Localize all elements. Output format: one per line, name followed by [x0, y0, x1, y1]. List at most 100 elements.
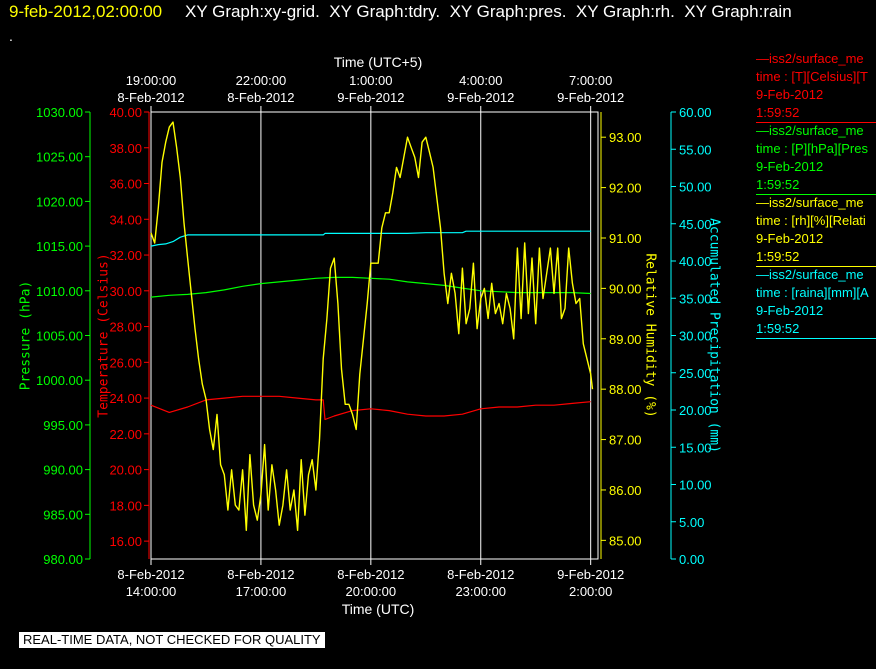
header-dot: . [9, 28, 13, 44]
legend-line: time : [T][Celsius][T [756, 69, 868, 84]
legend-line: —iss2/surface_me [756, 267, 864, 282]
x-top-tick-date: 9-Feb-2012 [337, 90, 404, 105]
temp-tick-label: 16.00 [109, 534, 142, 549]
temp-tick-label: 26.00 [109, 355, 142, 370]
pres-tick-label: 1000.00 [36, 373, 83, 388]
rh-tick-label: 93.00 [609, 130, 642, 145]
temp-tick-label: 30.00 [109, 284, 142, 299]
legend-line: time : [raina][mm][A [756, 285, 869, 300]
x-bottom-axis-label: Time (UTC) [342, 601, 415, 617]
legend-line: 1:59:52 [756, 177, 800, 192]
legend-line: 9-Feb-2012 [756, 303, 824, 318]
graph-title-xy-grid: XY Graph:xy-grid. [185, 2, 320, 21]
pres-tick-label: 995.00 [43, 418, 83, 433]
rh-tick-label: 91.00 [609, 231, 642, 246]
x-top-tick-time: 7:00:00 [569, 73, 612, 88]
graph-title-rain: XY Graph:rain [684, 2, 792, 21]
x-top-tick-date: 8-Feb-2012 [227, 90, 294, 105]
graph-title-pres: XY Graph:pres. [449, 2, 567, 21]
legend-line: time : [P][hPa][Pres [756, 141, 868, 156]
x-top-tick-date: 9-Feb-2012 [557, 90, 624, 105]
legend-divider [756, 122, 876, 123]
x-top-tick-date: 8-Feb-2012 [117, 90, 184, 105]
pres-tick-label: 1020.00 [36, 194, 83, 209]
temp-tick-label: 28.00 [109, 320, 142, 335]
temp-tick-label: 32.00 [109, 248, 142, 263]
x-top-tick-time: 1:00:00 [349, 73, 392, 88]
legend-line: —iss2/surface_me [756, 195, 864, 210]
legend-line: 9-Feb-2012 [756, 87, 824, 102]
temp-tick-label: 34.00 [109, 212, 142, 227]
x-bottom-tick-date: 8-Feb-2012 [447, 567, 514, 582]
x-top-tick-time: 4:00:00 [459, 73, 502, 88]
x-bottom-tick-date: 8-Feb-2012 [117, 567, 184, 582]
graph-title-rh: XY Graph:rh. [575, 2, 675, 21]
rain-tick-label: 45.00 [679, 217, 712, 232]
x-bottom-tick-date: 8-Feb-2012 [227, 567, 294, 582]
pres-tick-label: 980.00 [43, 552, 83, 567]
pres-tick-label: 1010.00 [36, 284, 83, 299]
x-bottom-tick-time: 23:00:00 [455, 584, 506, 599]
rain-tick-label: 25.00 [679, 366, 712, 381]
header-date: 9-feb-2012,02:00:00 [9, 2, 163, 21]
pres-tick-label: 1030.00 [36, 105, 83, 120]
rh-tick-label: 89.00 [609, 332, 642, 347]
quality-disclaimer: REAL-TIME DATA, NOT CHECKED FOR QUALITY [19, 632, 325, 648]
temp-tick-label: 36.00 [109, 177, 142, 192]
legend-line: 1:59:52 [756, 249, 800, 264]
rh-tick-label: 85.00 [609, 533, 642, 548]
rain-tick-label: 35.00 [679, 291, 712, 306]
header-graph-titles: XY Graph:xy-grid. XY Graph:tdry. XY Grap… [185, 2, 792, 22]
rh-tick-label: 87.00 [609, 433, 642, 448]
rain-tick-label: 30.00 [679, 329, 712, 344]
rh-tick-label: 88.00 [609, 382, 642, 397]
rh-tick-label: 92.00 [609, 181, 642, 196]
rain-tick-label: 5.00 [679, 515, 704, 530]
rain-series-line [150, 230, 591, 247]
axis-layer: 8-Feb-2012 14:00:00 8-Feb-2012 17:00:00 8-Fe… [19, 73, 722, 599]
pres-tick-label: 985.00 [43, 507, 83, 522]
legend-line: 1:59:52 [756, 321, 800, 336]
x-bottom-tick-time: 14:00:00 [126, 584, 177, 599]
legend-entry: —iss2/surface_me time : [P][hPa][Pres 9-Fe… [756, 122, 876, 195]
rain-axis-title: Accumulated Precipitation (mm) [707, 218, 722, 453]
x-top-axis-label: Time (UTC+5) [334, 54, 423, 70]
series-layer [150, 121, 594, 531]
rain-tick-label: 15.00 [679, 440, 712, 455]
pres-tick-label: 990.00 [43, 463, 83, 478]
x-bottom-tick-time: 20:00:00 [346, 584, 397, 599]
legend-divider [756, 266, 876, 267]
pres-series-line [150, 276, 591, 298]
rh-tick-label: 90.00 [609, 281, 642, 296]
rain-tick-label: 50.00 [679, 180, 712, 195]
x-bottom-tick-date: 9-Feb-2012 [557, 567, 624, 582]
grid-layer [260, 112, 592, 559]
pres-tick-label: 1005.00 [36, 329, 83, 344]
rh-tick-label: 86.00 [609, 483, 642, 498]
rh-axis-title: Relative Humidity (%) [643, 253, 658, 417]
x-bottom-tick-date: 8-Feb-2012 [337, 567, 404, 582]
rain-tick-label: 55.00 [679, 142, 712, 157]
pres-axis-title: Pressure (hPa) [19, 281, 34, 391]
x-bottom-tick-time: 2:00:00 [569, 584, 612, 599]
temp-tick-label: 40.00 [109, 105, 142, 120]
x-bottom-tick-time: 17:00:00 [236, 584, 287, 599]
temp-tick-label: 38.00 [109, 141, 142, 156]
plot-area-frame [150, 111, 599, 560]
x-top-tick-date: 9-Feb-2012 [447, 90, 514, 105]
temp-tick-label: 18.00 [109, 498, 142, 513]
legend-line: —iss2/surface_me [756, 123, 864, 138]
temp-axis-title: Temperature (Celsius) [97, 253, 112, 417]
legend-line: 1:59:52 [756, 105, 800, 120]
rh-series-line [150, 121, 594, 531]
x-top-tick-time: 19:00:00 [126, 73, 177, 88]
temp-tick-label: 20.00 [109, 463, 142, 478]
pres-tick-label: 1015.00 [36, 239, 83, 254]
legend-line: —iss2/surface_me [756, 51, 864, 66]
rain-tick-label: 10.00 [679, 478, 712, 493]
legend-entry: —iss2/surface_me time : [rh][%][Relati 9-F… [756, 194, 876, 267]
temp-series-line [150, 395, 591, 421]
header-bar: 9-feb-2012,02:00:00 XY Graph:xy-grid. XY… [0, 0, 876, 44]
